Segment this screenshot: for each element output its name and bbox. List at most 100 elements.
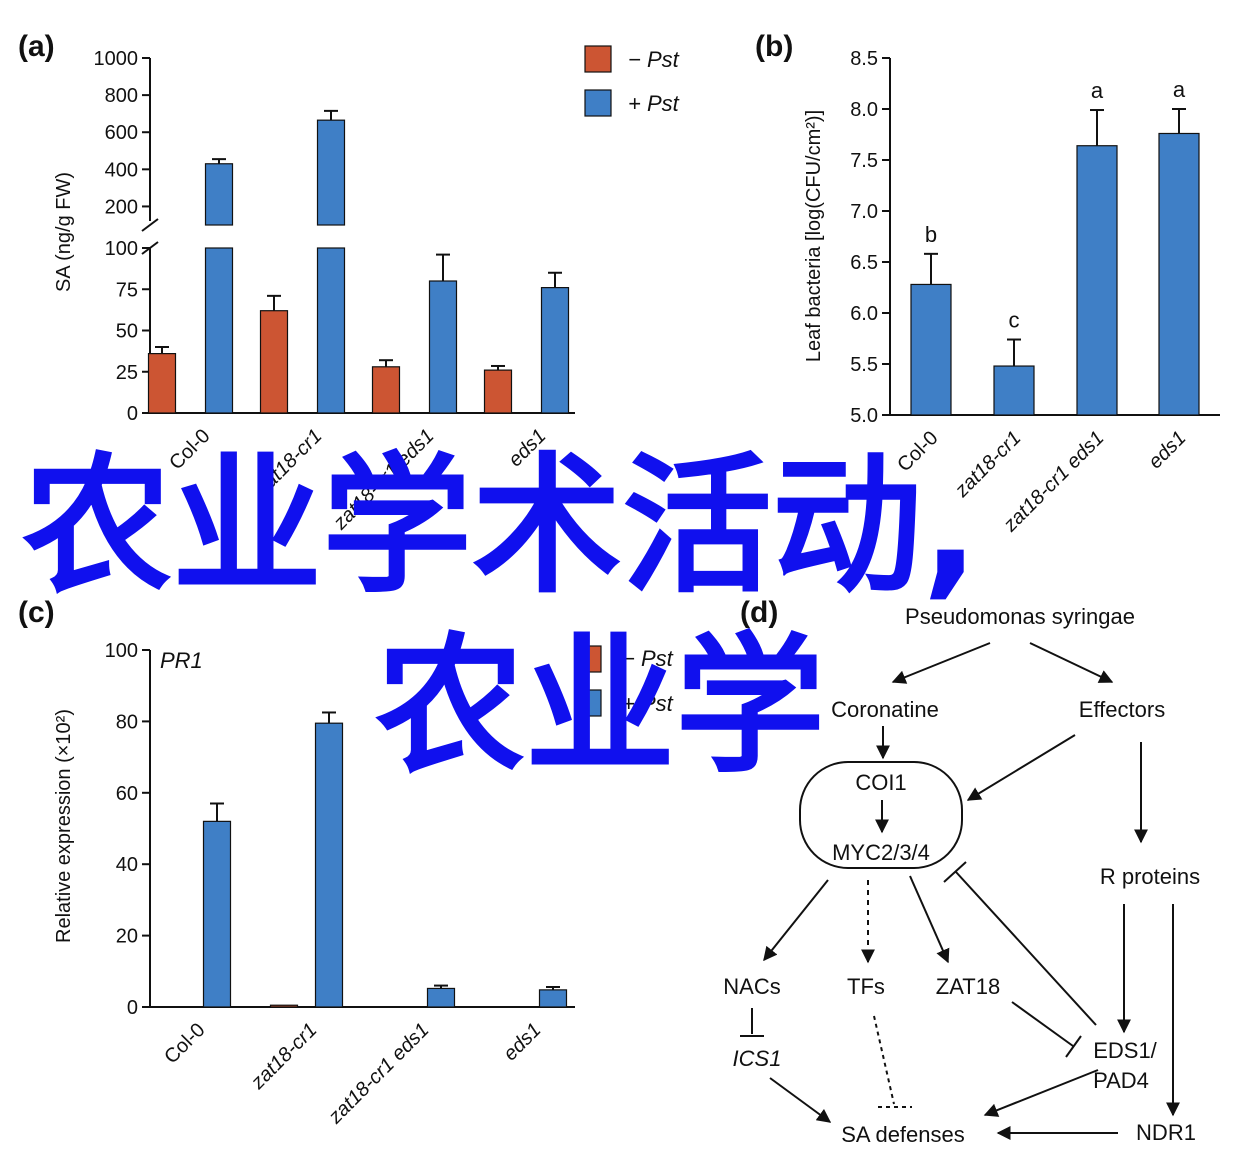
bar-plus-pst <box>426 987 456 1008</box>
bar-plus-pst-lower <box>204 247 234 414</box>
panel-label-d: (d) <box>740 596 778 629</box>
arrow-eds1-sa <box>983 1069 1099 1117</box>
bar-plus-pst <box>202 820 232 1008</box>
y-tick-label: 100 <box>105 238 138 260</box>
y-tick-label: 60 <box>116 783 138 805</box>
node-ndr1: NDR1 <box>1136 1120 1196 1145</box>
y-tick-label: 100 <box>105 640 138 662</box>
bar-minus-pst <box>269 1004 299 1008</box>
panel-label-a: (a) <box>18 30 55 63</box>
inhibit-eds1-myc <box>955 871 1097 1026</box>
y-axis-label: Leaf bacteria [log(CFU/cm²)] <box>803 110 825 362</box>
inhibit-tfs-sa <box>873 1015 895 1105</box>
y-tick-label: 80 <box>116 711 138 733</box>
y-tick-label: 600 <box>105 122 138 144</box>
panel-d-diagram: Pseudomonas syringae Coronatine Effector… <box>723 604 1200 1147</box>
panel-label-b: (b) <box>755 30 793 63</box>
arrow-pseudomonas-coronatine <box>891 642 991 684</box>
node-myc: MYC2/3/4 <box>832 840 930 865</box>
y-tick-label: 400 <box>105 159 138 181</box>
y-tick-label: 75 <box>116 279 138 301</box>
legend-label-plus: + Pst <box>622 691 674 716</box>
y-tick-label: 0 <box>127 997 138 1019</box>
bar-minus-pst <box>147 353 177 414</box>
y-tick-label: 7.0 <box>850 201 878 223</box>
significance-letter: a <box>1091 78 1104 103</box>
chart-title: PR1 <box>160 648 203 673</box>
y-tick-label: 6.0 <box>850 303 878 325</box>
node-nacs: NACs <box>723 974 780 999</box>
arrow-pseudomonas-effectors <box>1029 642 1114 683</box>
y-tick-label: 50 <box>116 321 138 343</box>
y-tick-label: 6.5 <box>850 252 878 274</box>
significance-letter: a <box>1173 77 1186 102</box>
y-tick-label: 8.0 <box>850 99 878 121</box>
y-axis-label: Relative expression (×10²) <box>53 709 75 943</box>
node-eds1-line1: EDS1/ <box>1093 1038 1157 1063</box>
y-tick-label: 5.0 <box>850 405 878 427</box>
x-tick-label: eds1 <box>499 1019 545 1065</box>
panel-label-c: (c) <box>18 596 55 629</box>
bar <box>1158 132 1200 416</box>
node-sa-defenses: SA defenses <box>841 1122 965 1147</box>
node-pseudomonas: Pseudomonas syringae <box>905 604 1135 629</box>
bar-minus-pst <box>483 369 513 414</box>
axis-break-mark <box>141 218 159 232</box>
inhibit-zat18-eds1-bar <box>1065 1035 1082 1058</box>
x-tick-label: Col-0 <box>160 1019 209 1068</box>
x-tick-label: eds1 <box>1144 427 1190 473</box>
bar-plus-pst <box>428 280 458 414</box>
legend-swatch-minus <box>584 45 612 73</box>
y-tick-label: 800 <box>105 85 138 107</box>
x-tick-label: zat18-cr1 <box>246 1019 321 1094</box>
x-tick-label: zat18-cr1 eds1 <box>324 1019 434 1129</box>
coi1-myc-complex-box <box>799 761 963 869</box>
node-tfs: TFs <box>847 974 885 999</box>
bar-plus-pst-upper <box>204 163 234 226</box>
legend-label-plus: + Pst <box>628 91 680 116</box>
inhibit-eds1-myc-bar <box>943 861 967 883</box>
y-tick-label: 1000 <box>94 48 139 70</box>
node-coronatine: Coronatine <box>831 697 939 722</box>
bar <box>1076 145 1118 416</box>
significance-letter: b <box>925 222 937 247</box>
arrow-myc-nacs <box>763 879 829 962</box>
bar-plus-pst-lower <box>316 247 346 414</box>
y-tick-label: 20 <box>116 926 138 948</box>
bar-minus-pst <box>259 310 289 414</box>
y-axis-label: SA (ng/g FW) <box>53 172 75 292</box>
bar-plus-pst <box>538 989 568 1008</box>
arrow-effectors-complex <box>966 734 1076 801</box>
bar <box>993 365 1035 416</box>
node-zat18: ZAT18 <box>936 974 1000 999</box>
arrow-myc-zat18 <box>909 875 950 964</box>
overlay-text-line2: 农业学 <box>375 620 825 794</box>
overlay-text-line1: 农业学术活动, <box>22 440 979 614</box>
significance-letter: c <box>1009 308 1020 333</box>
bar-minus-pst <box>371 366 401 414</box>
bar-plus-pst-upper <box>316 119 346 226</box>
node-coi1: COI1 <box>855 770 906 795</box>
y-tick-label: 40 <box>116 854 138 876</box>
node-eds1-line2: PAD4 <box>1093 1068 1149 1093</box>
node-r-proteins: R proteins <box>1100 864 1200 889</box>
y-tick-label: 8.5 <box>850 48 878 70</box>
y-tick-label: 25 <box>116 362 138 384</box>
legend-label-minus: − Pst <box>622 646 674 671</box>
node-ics1: ICS1 <box>733 1046 782 1071</box>
bar-plus-pst <box>540 287 570 414</box>
bar-plus-pst <box>314 722 344 1008</box>
y-tick-label: 5.5 <box>850 354 878 376</box>
node-effectors: Effectors <box>1079 697 1165 722</box>
y-tick-label: 7.5 <box>850 150 878 172</box>
legend-label-minus: − Pst <box>628 47 680 72</box>
inhibit-zat18-eds1 <box>1011 1001 1074 1047</box>
legend-swatch-plus <box>574 689 602 717</box>
arrow-ics1-sa <box>769 1077 832 1123</box>
y-tick-label: 200 <box>105 196 138 218</box>
y-tick-label: 0 <box>127 403 138 425</box>
legend-swatch-plus <box>584 89 612 117</box>
legend-swatch-minus <box>574 645 602 673</box>
